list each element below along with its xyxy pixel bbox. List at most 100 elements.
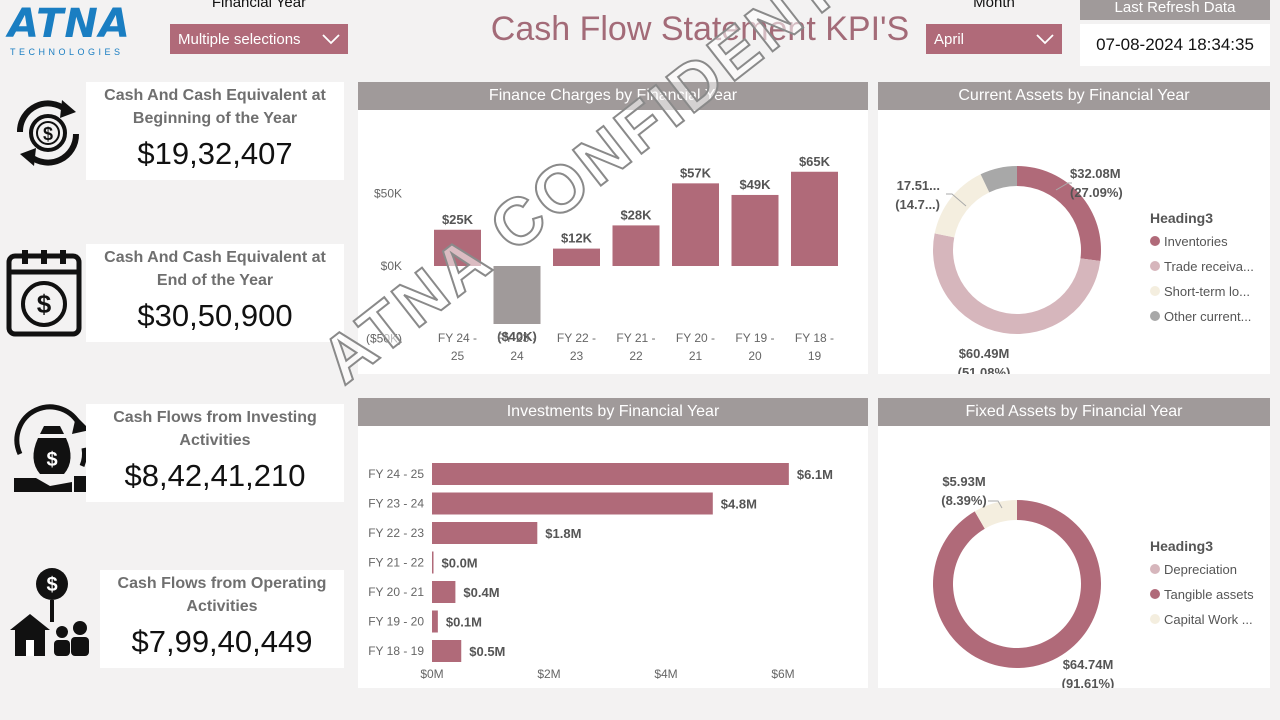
kpi-card-ending-cash: Cash And Cash Equivalent at End of the Y… <box>86 244 344 342</box>
bar[interactable] <box>432 551 434 574</box>
kpi-title: Cash And Cash Equivalent at Beginning of… <box>86 84 344 130</box>
data-label: $1.8M <box>545 526 581 541</box>
kpi-card-investing-cash-flows: Cash Flows from Investing Activities $8,… <box>86 404 344 502</box>
data-label: $65K <box>799 154 831 169</box>
legend-item[interactable]: Capital Work ... <box>1164 612 1253 627</box>
legend-item[interactable]: Tangible assets <box>1164 587 1254 602</box>
bar[interactable] <box>791 171 838 266</box>
legend-marker <box>1150 564 1160 574</box>
donut-slice[interactable] <box>933 233 1101 335</box>
bar[interactable] <box>731 194 779 266</box>
donut-slice[interactable] <box>980 166 1017 193</box>
data-label: $0.5M <box>469 644 505 659</box>
kpi-value: $8,42,41,210 <box>124 458 306 493</box>
page-title: Cash Flow Statement KPI'S <box>490 10 910 48</box>
data-label: $49K <box>739 177 771 192</box>
svg-text:$: $ <box>37 289 52 319</box>
svg-text:$: $ <box>46 449 57 471</box>
current-assets-donut: Heading3 Inventories Trade receiva... Short… <box>895 166 1254 380</box>
x-tick-label: $0M <box>420 667 443 681</box>
y-tick-label: FY 20 - 21 <box>368 585 424 599</box>
x-tick-label: FY 21 -22 <box>616 331 655 363</box>
legend-marker <box>1150 261 1160 271</box>
kpi-title: Cash And Cash Equivalent at End of the Y… <box>86 246 344 292</box>
data-label: $60.49M <box>959 346 1010 361</box>
finance-charges-panel: Finance Charges by Financial Year $50K $0… <box>358 82 868 374</box>
legend-item[interactable]: Depreciation <box>1164 562 1237 577</box>
legend-item[interactable]: Short-term lo... <box>1164 284 1250 299</box>
data-label-pct: (8.39%) <box>941 493 987 508</box>
legend-item[interactable]: Trade receiva... <box>1164 259 1254 274</box>
legend-marker <box>1150 614 1160 624</box>
legend-title: Heading3 <box>1150 210 1213 226</box>
donut-slice[interactable] <box>933 500 1101 668</box>
donut-slice[interactable] <box>974 500 1017 529</box>
x-tick-label: FY 22 -23 <box>557 331 596 363</box>
data-label: ($40K) <box>497 329 537 344</box>
data-label: $0.1M <box>446 615 482 630</box>
month-dropdown[interactable]: April <box>926 24 1062 54</box>
legend-item[interactable]: Inventories <box>1164 234 1228 249</box>
chevron-down-icon <box>322 34 340 45</box>
month-selected: April <box>934 30 965 48</box>
bar[interactable] <box>612 225 660 266</box>
y-tick-label: $0K <box>381 259 402 273</box>
company-logo: ATNA TECHNOLOGIES <box>8 1 131 60</box>
bar[interactable] <box>434 229 481 266</box>
data-label: $6.1M <box>797 467 833 482</box>
logo-wordmark: ATNA <box>8 1 131 47</box>
x-tick-label: $6M <box>771 667 794 681</box>
kpi-title-line1: Cash Flows from Investing <box>113 409 317 426</box>
x-tick-label: FY 19 -20 <box>735 331 774 363</box>
data-label-pct: (27.09%) <box>1070 185 1123 200</box>
bar[interactable] <box>432 640 462 662</box>
current-assets-panel: Current Assets by Financial Year Heading… <box>878 82 1270 380</box>
kpi-title: Cash Flows from Operating Activities <box>100 572 344 618</box>
data-label: $28K <box>620 207 652 222</box>
bar[interactable] <box>553 248 600 266</box>
kpi-card-beginning-cash: Cash And Cash Equivalent at Beginning of… <box>86 82 344 180</box>
bar[interactable] <box>432 492 713 515</box>
data-label-pct: (14.7...) <box>895 197 940 212</box>
cash-cycle-icon: $ <box>6 88 90 178</box>
leader-line <box>988 500 1003 509</box>
calendar-dollar-icon: $ <box>4 248 88 338</box>
y-tick-label: FY 23 - 24 <box>368 497 424 511</box>
investments-panel: Investments by Financial Year FY 24 - 25… <box>358 398 868 688</box>
financial-year-dropdown[interactable]: Multiple selections <box>170 24 348 54</box>
investments-chart: FY 24 - 25 $6.1M FY 23 - 24 $4.8M FY 22 - 23… <box>368 463 833 681</box>
bar[interactable] <box>672 183 719 266</box>
bar[interactable] <box>432 522 538 544</box>
data-label: $57K <box>680 165 712 180</box>
bar[interactable] <box>432 581 456 603</box>
chart-title: Finance Charges by Financial Year <box>358 82 868 110</box>
data-label: $64.74M <box>1063 657 1114 672</box>
fixed-assets-panel: Fixed Assets by Financial Year Heading3 D… <box>878 398 1270 691</box>
data-label: $25K <box>442 212 474 227</box>
x-tick-label: FY 20 -21 <box>676 331 715 363</box>
chevron-down-icon <box>1036 34 1054 45</box>
legend-marker <box>1150 236 1160 246</box>
y-tick-label: FY 22 - 23 <box>368 526 424 540</box>
legend-marker <box>1150 311 1160 321</box>
bar[interactable] <box>432 610 438 633</box>
chart-title: Fixed Assets by Financial Year <box>878 398 1270 426</box>
chart-title: Current Assets by Financial Year <box>878 82 1270 110</box>
data-label-pct: (51.08%) <box>958 365 1011 374</box>
finance-charges-chart: $50K $0K ($50K) $25K FY 24 -25 ($40K)FY 23 -2… <box>366 154 838 363</box>
x-tick-label: $2M <box>537 667 560 681</box>
bar[interactable] <box>493 266 541 324</box>
leader-line <box>946 193 967 207</box>
kpi-title-line2: Activities <box>179 432 251 449</box>
bar[interactable] <box>432 463 789 485</box>
legend-marker <box>1150 286 1160 296</box>
last-refresh-value: 07-08-2024 18:34:35 <box>1080 24 1270 66</box>
kpi-title: Cash Flows from Investing Activities <box>86 406 344 452</box>
donut-slice[interactable] <box>1017 166 1101 261</box>
data-label: $0.4M <box>463 585 499 600</box>
kpi-value: $19,32,407 <box>137 136 293 171</box>
dollar-house-people-icon: $ <box>8 566 92 656</box>
legend-item[interactable]: Other current... <box>1164 309 1251 324</box>
donut-slice[interactable] <box>934 174 990 238</box>
y-tick-label: FY 21 - 22 <box>368 556 424 570</box>
